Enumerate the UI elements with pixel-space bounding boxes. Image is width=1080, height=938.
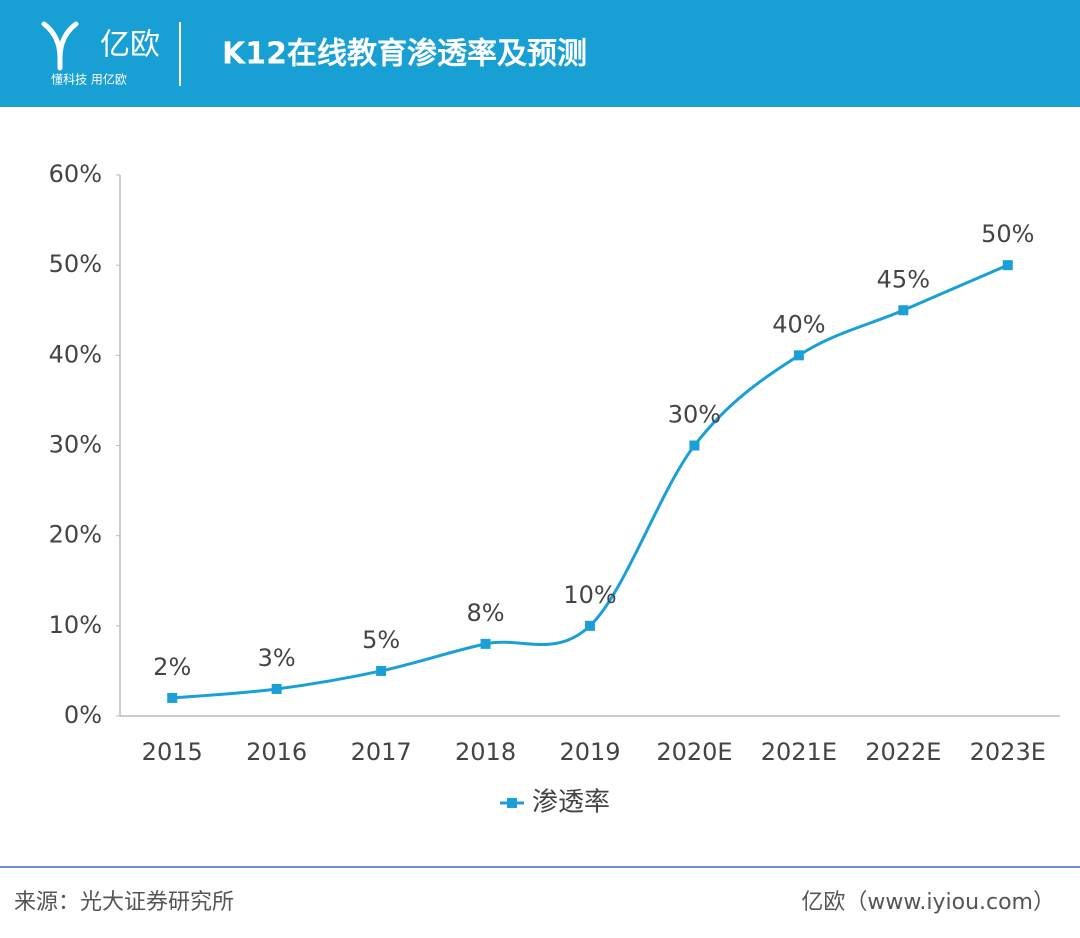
y-tick-label: 0% [64,701,102,729]
chart-title: K12在线教育渗透率及预测 [222,37,587,72]
marker [480,638,491,649]
y-tick-label: 40% [49,340,102,368]
x-tick-label: 2021E [761,738,837,766]
x-tick-label: 2017 [351,738,412,766]
data-label: 2% [153,653,191,681]
logo-mark [41,21,79,71]
y-tick-label: 20% [49,521,102,549]
marker [898,305,909,316]
data-label: 5% [362,626,400,654]
x-tick-label: 2022E [865,738,941,766]
marker [1002,260,1013,271]
source: 来源：光大证券研究所 [14,890,234,915]
y-tick-label: 60% [49,160,102,188]
data-label: 10% [563,581,616,609]
marker [793,350,804,361]
data-label: 30% [668,401,721,429]
line [172,263,1009,700]
x-tick-label: 2016 [246,738,307,766]
legend-marker [507,798,517,808]
data-label: 50% [981,220,1034,248]
x-tick-label: 2023E [970,738,1046,766]
credit: 亿欧（www.iyiou.com） [801,890,1055,915]
marker [376,665,387,676]
data-label: 3% [258,644,296,672]
x-tick-label: 2019 [559,738,620,766]
slogan: 懂科技 用亿欧 [51,72,127,87]
x-tick-label: 2020E [656,738,732,766]
data-label: 40% [772,310,825,338]
marker [167,692,178,703]
marker [271,683,282,694]
x-tick-label: 2018 [455,738,516,766]
x-tick-label: 2015 [142,738,203,766]
legend-label: 渗透率 [532,788,610,818]
brand: 亿欧 [100,28,160,63]
data-label: 8% [467,599,505,627]
logo-y [41,21,79,71]
marker [585,620,595,631]
data-label: 45% [877,265,930,293]
y-tick-label: 30% [49,431,102,459]
y-tick-label: 10% [49,611,102,639]
marker [689,440,700,451]
y-tick-label: 50% [49,250,102,278]
